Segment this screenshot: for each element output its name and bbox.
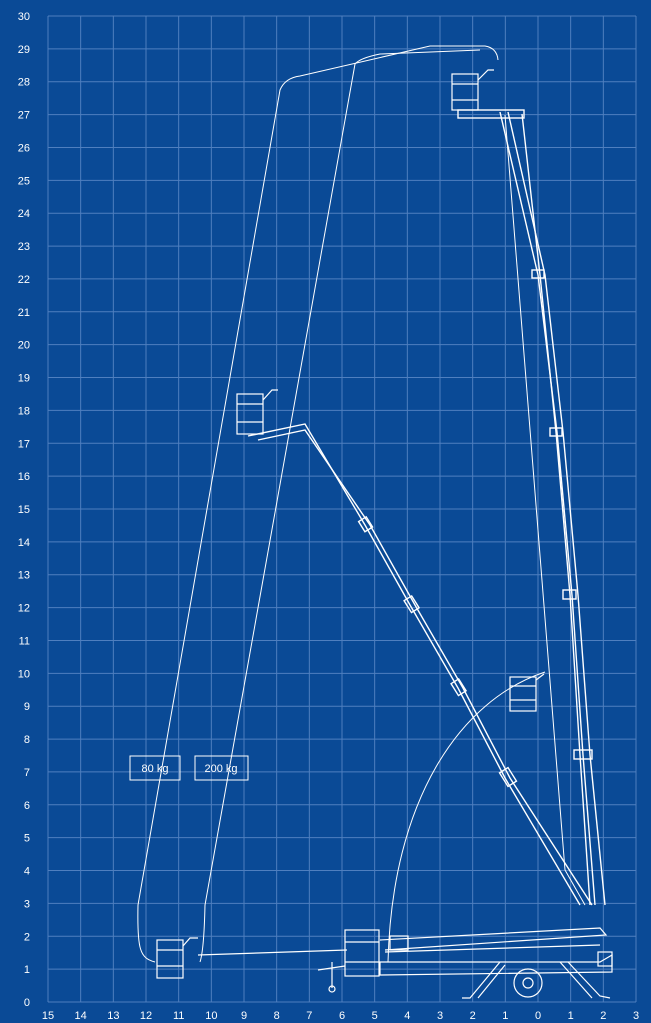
y-tick-label: 3 [24,898,30,910]
load-label-80kg: 80 kg [129,755,181,781]
x-tick-label: 3 [633,1010,639,1022]
boom-vertical [457,109,606,906]
x-axis-ticks: 15 14 13 12 11 10 9 8 7 6 5 4 3 2 1 0 1 2 3 [42,1010,639,1022]
x-tick-label: 2 [600,1010,606,1022]
y-tick-label: 11 [19,635,30,647]
y-tick-label: 0 [24,997,30,1009]
y-tick-label: 23 [18,241,30,253]
y-tick-label: 19 [18,373,30,385]
y-tick-label: 29 [18,44,30,56]
y-tick-label: 1 [24,964,30,976]
basket-ground-left [156,937,348,979]
y-tick-label: 7 [24,767,30,779]
boom-diagonal [247,423,593,906]
machine-base [317,927,613,999]
y-tick-label: 28 [18,77,30,89]
outrigger-left [462,961,501,999]
grid-lines [47,15,637,1003]
y-tick-label: 2 [24,931,30,943]
y-tick-label: 25 [18,175,30,187]
load-label-200kg-text: 200 kg [204,763,237,775]
y-tick-label: 9 [24,701,30,713]
x-tick-label: 11 [173,1010,184,1022]
y-tick-label: 26 [18,142,30,154]
load-label-200kg: 200 kg [194,755,249,781]
basket-top [451,69,494,111]
x-tick-label: 9 [241,1010,247,1022]
x-tick-label: 3 [437,1010,443,1022]
load-label-80kg-text: 80 kg [142,763,169,775]
envelope-inner [387,671,546,963]
x-tick-label: 1 [502,1010,508,1022]
x-tick-label: 10 [205,1010,217,1022]
y-axis-ticks: 0123456789101112131415161718192021222324… [18,11,30,1009]
x-tick-label: 7 [306,1010,312,1022]
x-tick-label: 2 [470,1010,476,1022]
y-tick-label: 10 [18,668,30,680]
drawbar [317,962,346,988]
x-tick-label: 4 [404,1010,410,1022]
basket-low [509,673,545,712]
envelope-right [504,114,586,906]
y-tick-label: 30 [18,11,30,23]
x-tick-label: 14 [75,1010,87,1022]
y-tick-label: 18 [18,405,30,417]
outrigger-right [567,961,611,999]
y-tick-label: 22 [18,274,30,286]
y-tick-label: 13 [18,570,30,582]
x-tick-label: 0 [535,1010,541,1022]
envelope-80kg [137,45,499,963]
y-tick-label: 17 [18,438,30,450]
x-tick-label: 5 [372,1010,378,1022]
x-tick-label: 1 [568,1010,574,1022]
y-tick-label: 14 [18,537,30,549]
envelope-200kg [199,49,481,963]
x-tick-label: 8 [274,1010,280,1022]
y-tick-label: 15 [18,504,30,516]
basket-mid [236,389,278,435]
y-tick-label: 21 [18,307,30,319]
y-tick-label: 5 [24,833,30,845]
reach-envelopes [137,45,586,963]
y-tick-label: 8 [24,734,30,746]
x-tick-label: 6 [339,1010,345,1022]
x-tick-label: 13 [107,1010,119,1022]
x-tick-label: 12 [140,1010,152,1022]
y-tick-label: 16 [18,471,30,483]
wheel-icon [513,968,543,998]
y-tick-label: 20 [18,340,30,352]
y-tick-label: 24 [18,208,30,220]
y-tick-label: 6 [24,800,30,812]
y-tick-label: 12 [18,603,30,615]
y-tick-label: 4 [24,866,30,878]
x-tick-label: 15 [42,1010,54,1022]
y-tick-label: 27 [18,110,30,122]
